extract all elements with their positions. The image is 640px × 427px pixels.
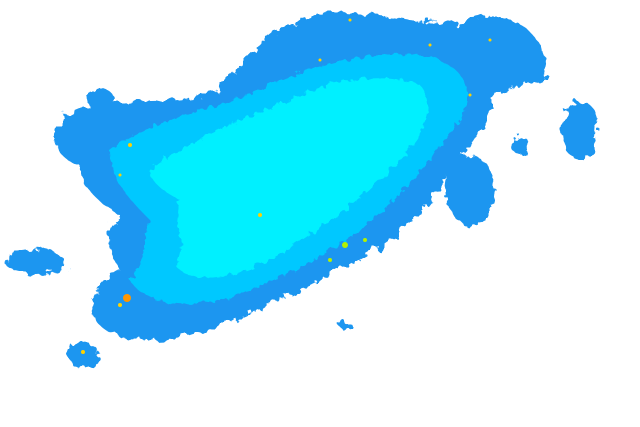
precip-core-layer [150,77,429,278]
precip-high-specks [81,18,492,354]
